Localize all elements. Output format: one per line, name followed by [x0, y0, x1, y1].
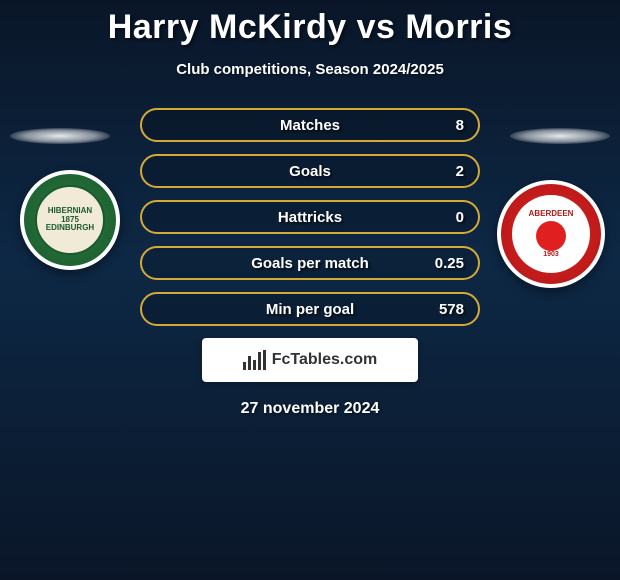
subtitle: Club competitions, Season 2024/2025	[0, 61, 620, 78]
fctables-logo: FcTables.com	[202, 338, 418, 382]
shadow-right	[510, 128, 610, 144]
stat-right-val: 0	[424, 209, 464, 226]
stat-label: Matches	[280, 117, 340, 134]
stat-label: Goals per match	[251, 255, 369, 272]
team-right-crest: ABERDEEN 1903	[497, 180, 605, 288]
team-right-name: ABERDEEN	[529, 210, 574, 219]
logo-text: FcTables.com	[272, 351, 378, 369]
stats-container: Matches 8 Goals 2 Hattricks 0 Goals per …	[140, 108, 480, 326]
ball-icon	[536, 221, 566, 251]
shadow-left	[10, 128, 110, 144]
stat-right-val: 0.25	[424, 255, 464, 272]
stat-right-val: 8	[424, 117, 464, 134]
stat-label: Goals	[289, 163, 331, 180]
page-title: Harry McKirdy vs Morris	[0, 0, 620, 47]
team-left-crest: HIBERNIAN 1875 EDINBURGH	[20, 170, 120, 270]
team-left-sub: EDINBURGH	[46, 224, 94, 233]
stat-right-val: 2	[424, 163, 464, 180]
stat-right-val: 578	[424, 301, 464, 318]
chart-icon	[243, 350, 266, 370]
stat-row-mpg: Min per goal 578	[140, 292, 480, 326]
stat-label: Min per goal	[266, 301, 354, 318]
stat-row-gpm: Goals per match 0.25	[140, 246, 480, 280]
team-right-year: 1903	[543, 251, 559, 259]
date-text: 27 november 2024	[0, 400, 620, 418]
stat-label: Hattricks	[278, 209, 342, 226]
stat-row-hattricks: Hattricks 0	[140, 200, 480, 234]
stat-row-matches: Matches 8	[140, 108, 480, 142]
stat-row-goals: Goals 2	[140, 154, 480, 188]
